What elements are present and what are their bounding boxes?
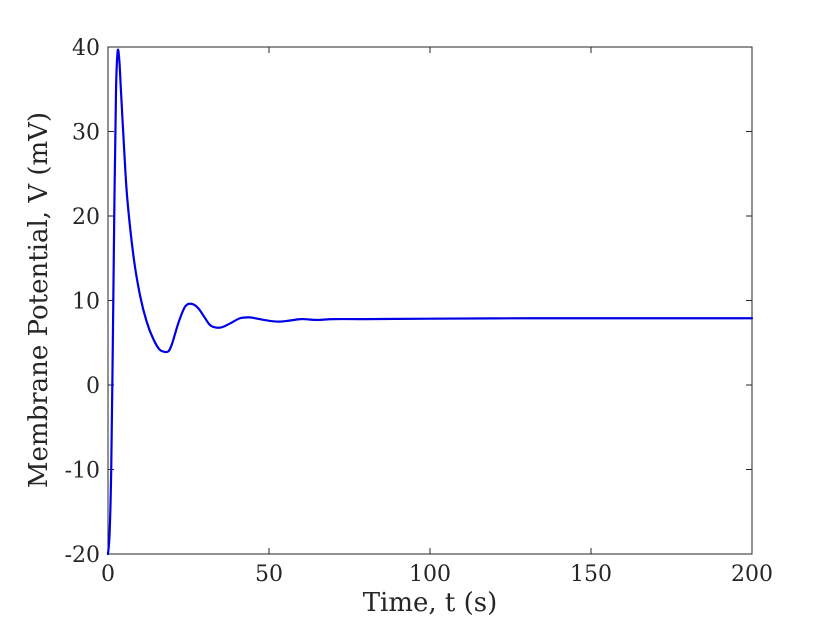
y-tick-label: 20 bbox=[72, 205, 100, 230]
x-tick-label: 150 bbox=[570, 562, 612, 587]
y-tick-label: 0 bbox=[86, 374, 100, 399]
series-line bbox=[106, 48, 754, 556]
y-tick-label: 10 bbox=[72, 290, 100, 315]
y-axis-label: Membrane Potential, V (mV) bbox=[24, 112, 54, 488]
x-tick-label: 50 bbox=[255, 562, 283, 587]
y-tick-label: -20 bbox=[65, 543, 100, 568]
x-tick-label: 100 bbox=[409, 562, 451, 587]
x-tick-label: 0 bbox=[101, 562, 115, 587]
y-tick-label: 40 bbox=[72, 36, 100, 61]
plot-area bbox=[107, 46, 753, 555]
y-tick-label: 30 bbox=[72, 121, 100, 146]
x-tick-label: 200 bbox=[731, 562, 773, 587]
y-tick-label: -10 bbox=[65, 459, 100, 484]
x-axis-label: Time, t (s) bbox=[363, 588, 498, 618]
axis-tick-labels: 0 50 100 150 200 -20 -10 0 10 20 30 40 bbox=[65, 36, 773, 587]
